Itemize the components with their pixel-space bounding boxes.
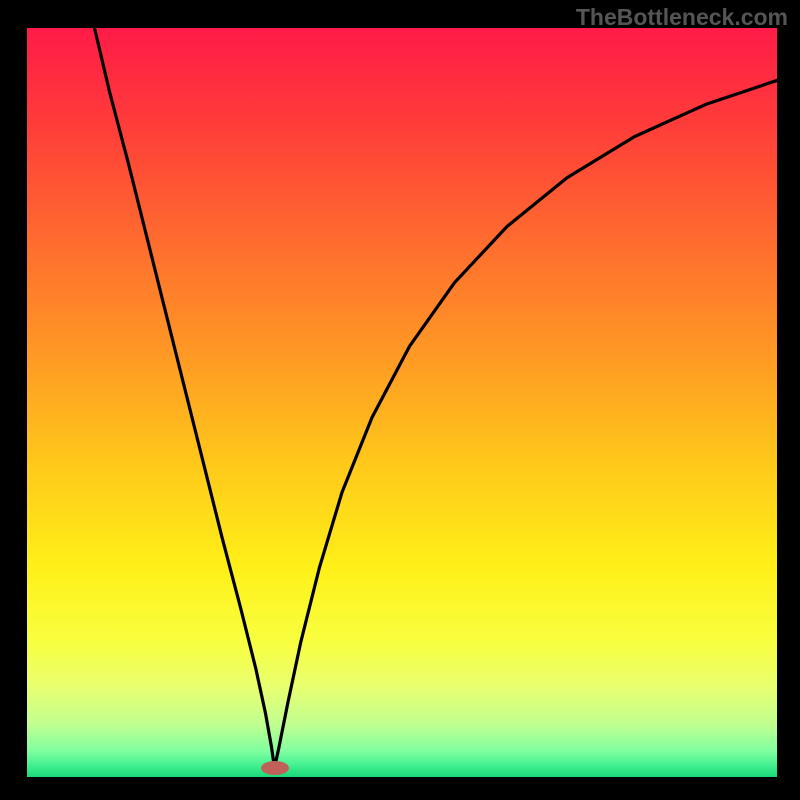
bottleneck-chart: TheBottleneck.com <box>0 0 800 800</box>
border-bottom <box>0 777 800 800</box>
chart-gradient-background <box>27 28 777 777</box>
border-left <box>0 0 27 800</box>
minimum-marker <box>261 761 289 775</box>
watermark-text: TheBottleneck.com <box>576 4 788 31</box>
border-right <box>777 0 800 800</box>
